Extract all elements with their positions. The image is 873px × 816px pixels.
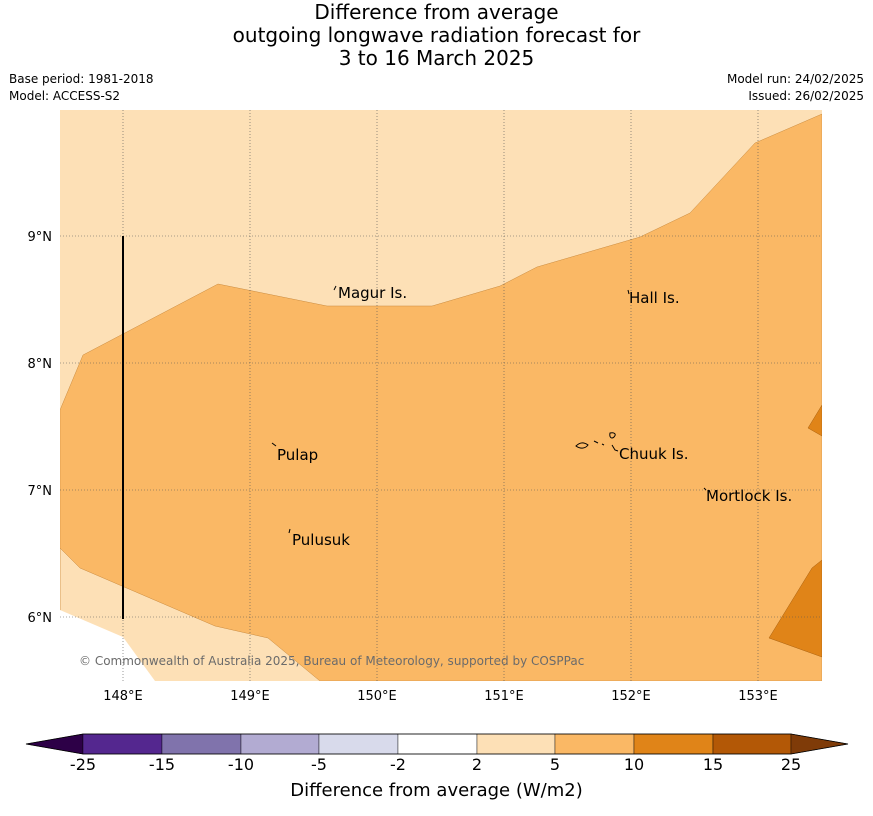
colorbar-label-4: -2: [390, 755, 406, 774]
chuuk-island-5: [611, 444, 619, 452]
lon-tick-150e: 150°E: [357, 689, 397, 704]
band-10-15-east: [807, 404, 822, 437]
colorbar-label-0: -25: [69, 755, 97, 774]
title-line-3: 3 to 16 March 2025: [338, 46, 535, 70]
colorbar-label-1: -15: [148, 755, 176, 774]
colorbar-seg-0: [25, 733, 84, 755]
lat-tick-labels: 9°N 8°N 7°N 6°N: [28, 230, 53, 626]
magur-island-shape: [333, 285, 337, 291]
mortlock-island-shape: [703, 487, 707, 491]
base-period: Base period: 1981-2018: [9, 72, 154, 86]
lon-tick-153e: 153°E: [738, 689, 778, 704]
lat-tick-9n: 9°N: [28, 230, 53, 245]
title-line-2: outgoing longwave radiation forecast for: [232, 23, 641, 47]
colorbar-seg-10: [790, 733, 849, 755]
colorbar-seg-3: [240, 733, 320, 755]
meta-right: Model run: 24/02/2025 Issued: 26/02/2025: [727, 71, 864, 105]
colorbar-seg-5: [397, 733, 478, 755]
colorbar-seg-1: [82, 733, 163, 755]
chuuk-island-4: [609, 432, 616, 439]
place-labels: Magur Is. Hall Is. Pulap Chuuk Is. Mortl…: [277, 284, 792, 549]
colorbar-seg-7: [554, 733, 635, 755]
map-field: [60, 110, 822, 681]
lon-tick-151e: 151°E: [484, 689, 524, 704]
lon-tick-labels: 148°E 149°E 150°E 151°E 152°E 153°E: [103, 689, 778, 704]
copyright-notice: © Commonwealth of Australia 2025, Bureau…: [79, 654, 584, 668]
model-name: Model: ACCESS-S2: [9, 89, 121, 103]
colorbar: [25, 733, 849, 755]
band-10-15-south: [768, 559, 822, 658]
gridlines: [60, 110, 822, 681]
meta-left: Base period: 1981-2018 Model: ACCESS-S2: [9, 71, 154, 105]
colorbar-label-8: 15: [702, 755, 724, 774]
island-outlines: [271, 285, 707, 534]
chuuk-island-1: [575, 442, 589, 449]
colorbar-seg-2: [161, 733, 242, 755]
chuuk-island-3: [601, 443, 605, 446]
lon-tick-149e: 149°E: [230, 689, 270, 704]
hall-island-shape: [627, 289, 630, 295]
lon-tick-152e: 152°E: [611, 689, 651, 704]
colorbar-label-7: 10: [623, 755, 645, 774]
title-line-1: Difference from average: [314, 0, 559, 24]
colorbar-label-5: 2: [471, 755, 483, 774]
lon-tick-148e: 148°E: [103, 689, 143, 704]
colorbar-seg-4: [318, 733, 399, 755]
colorbar-label-9: 25: [780, 755, 802, 774]
chuuk-island-2: [593, 440, 599, 444]
place-label-chuuk: Chuuk Is.: [619, 445, 688, 463]
place-label-magur: Magur Is.: [338, 284, 407, 302]
band-5-10: [60, 113, 822, 681]
colorbar-label-3: -5: [311, 755, 327, 774]
colorbar-label-6: 5: [549, 755, 561, 774]
place-label-hall: Hall Is.: [629, 289, 680, 307]
colorbar-label-2: -10: [227, 755, 255, 774]
place-label-pulusuk: Pulusuk: [292, 531, 350, 549]
issued-date: Issued: 26/02/2025: [748, 89, 864, 103]
band-neutral: [60, 610, 155, 681]
colorbar-seg-8: [633, 733, 714, 755]
colorbar-title: Difference from average (W/m2): [290, 780, 583, 801]
pulusuk-island-shape: [288, 528, 291, 534]
model-run: Model run: 24/02/2025: [726, 72, 864, 86]
place-label-pulap: Pulap: [277, 446, 318, 464]
lat-tick-6n: 6°N: [28, 611, 53, 626]
pulap-island-shape: [271, 442, 277, 447]
lat-tick-8n: 8°N: [28, 357, 53, 372]
colorbar-seg-9: [712, 733, 792, 755]
colorbar-outline: [25, 733, 849, 755]
place-label-mortlock: Mortlock Is.: [706, 487, 792, 505]
lat-tick-7n: 7°N: [28, 484, 53, 499]
colorbar-seg-6: [476, 733, 556, 755]
